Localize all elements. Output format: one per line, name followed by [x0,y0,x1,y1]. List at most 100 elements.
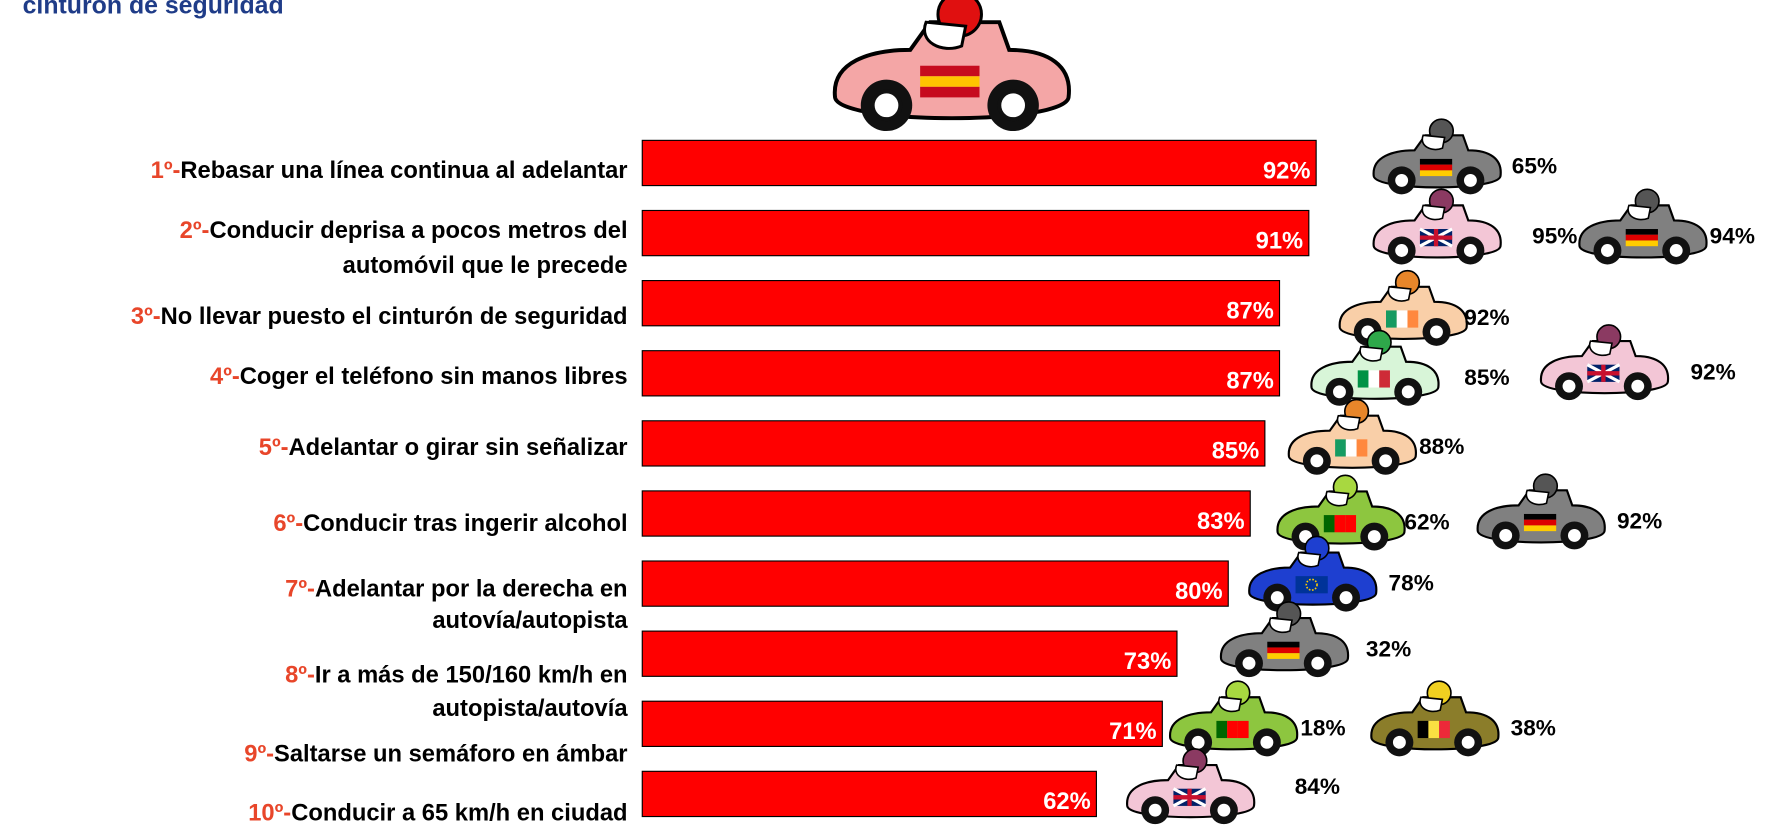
bar [642,631,1177,676]
comparison-label: 65% [1512,153,1557,178]
flag-stripe [920,76,979,87]
wheel-hub [1148,803,1163,818]
wheel-hub [1367,529,1382,544]
category-label: 10º-Conducir a 65 km/h en ciudad [248,801,627,827]
wheel-hub [1394,173,1409,188]
flag-stripe [1386,310,1397,327]
category-label: 3º-No llevar puesto el cinturón de segur… [131,304,628,330]
category-label: 6º-Conducir tras ingerir alcohol [273,511,627,537]
category-text: Adelantar o girar sin señalizar [289,435,628,461]
flag-stripe [1524,520,1556,526]
country-car [1340,271,1467,346]
rank-label: 1º- [151,158,181,184]
rank-label: 9º- [244,742,274,768]
rank-label: 5º- [259,435,289,461]
wheel-hub [1567,528,1582,543]
flag-stripe [1420,170,1452,176]
wheel-hub [1309,453,1324,468]
category-text: autopista/autovía [432,697,628,723]
country-car [1579,189,1706,264]
wheel-hub [1463,173,1478,188]
category-text: Conducir tras ingerir alcohol [303,511,627,537]
value-label: 92% [1263,158,1311,184]
flag-stripe [1397,310,1408,327]
comparison-label: 95% [1532,224,1577,249]
wheel-hub [1394,243,1409,258]
wheel-hub [1378,453,1393,468]
comparison-label: 85% [1464,365,1509,390]
category-label: 4º-Coger el teléfono sin manos libres [210,364,628,390]
wheel-hub [1339,590,1354,605]
wheel-hub [1216,803,1231,818]
flag-stripe [1267,653,1299,659]
flag-stripe [1524,514,1556,520]
country-car [1249,536,1376,611]
category-label: 5º-Adelantar o girar sin señalizar [259,435,628,461]
country-car [1289,400,1416,475]
spain-car [835,0,1069,131]
value-label: 83% [1197,509,1245,535]
wheel-hub [1191,735,1206,750]
country-car [1374,189,1501,264]
category-label: 1º-Rebasar una línea continua al adelant… [151,158,628,184]
value-label: 62% [1043,789,1091,815]
bar [642,351,1279,396]
value-label: 87% [1226,298,1274,324]
category-label: autopista/autovía [432,697,628,723]
comparison-label: 92% [1617,509,1662,534]
flag-stripe [1267,642,1299,648]
rank-label: 10º- [248,801,291,827]
comparison-label: 32% [1366,636,1411,661]
value-label: 91% [1256,228,1304,254]
rank-label: 7º- [285,577,315,603]
wheel-hub [873,91,901,119]
chart: cinturón de seguridad 1º-Rebasar una lín… [0,0,1773,828]
flag-stripe [1335,515,1346,532]
wheel-hub [1241,656,1256,671]
bar [642,421,1265,466]
bar [642,491,1250,536]
category-text: Adelantar por la derecha en [315,577,628,603]
flag-stripe [1626,240,1658,246]
comparison-label: 38% [1511,715,1556,740]
category-label: autovía/autopista [432,608,628,634]
category-label: 7º-Adelantar por la derecha en [285,577,627,603]
category-text: Saltarse un semáforo en ámbar [274,742,628,768]
wheel-hub [1259,735,1274,750]
value-label: 73% [1124,649,1172,675]
wheel-hub [1498,528,1513,543]
flag-stripe [1346,439,1357,456]
country-car [1277,475,1404,550]
rank-label: 2º- [180,218,210,244]
comparison-label: 94% [1710,224,1755,249]
category-text: No llevar puesto el cinturón de segurida… [161,304,628,330]
flag-stripe [1626,229,1658,235]
category-text: Rebasar una línea continua al adelantar [180,158,627,184]
flag [1296,576,1328,593]
flag-stripe [1524,525,1556,531]
wheel-hub [1401,384,1416,399]
value-label: 87% [1226,369,1274,395]
flag-stripe [1420,159,1452,165]
value-label: 85% [1212,439,1260,465]
flag-stripe [1428,721,1439,738]
flag-stripe [1418,721,1429,738]
bar [642,210,1309,255]
flag-stripe [1238,721,1249,738]
value-label: 71% [1109,719,1157,745]
flag-stripe [1227,721,1238,738]
category-label: 9º-Saltarse un semáforo en ámbar [244,742,627,768]
rank-label: 4º- [210,364,240,390]
category-label: automóvil que le precede [343,253,628,279]
wheel-hub [1429,324,1444,339]
wheel-hub [1630,379,1645,394]
category-text: Conducir a 65 km/h en ciudad [291,801,627,827]
flag-stripe [1379,370,1390,387]
country-car [1374,119,1501,194]
wheel-hub [1600,243,1615,258]
rank-label: 6º- [273,511,303,537]
category-text: Coger el teléfono sin manos libres [240,364,628,390]
value-label: 80% [1175,579,1223,605]
comparison-label: 62% [1404,510,1449,535]
comparison-label: 92% [1690,359,1735,384]
